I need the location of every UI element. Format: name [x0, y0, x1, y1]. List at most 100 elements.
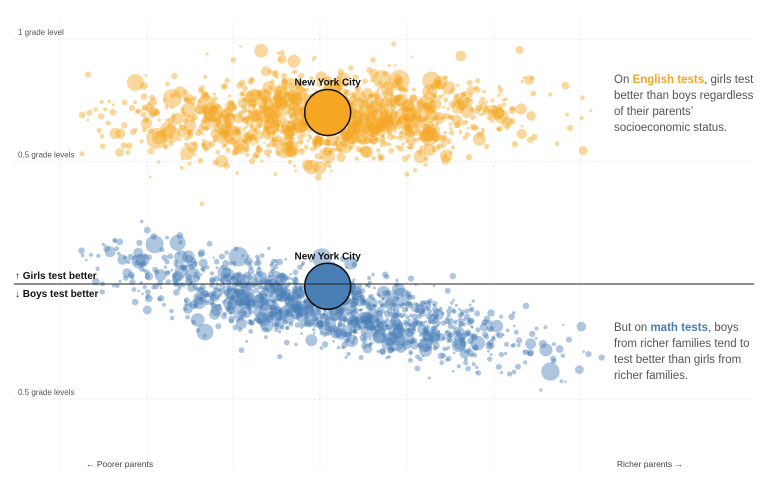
math-point — [257, 313, 271, 327]
math-point — [453, 330, 458, 335]
english-point — [394, 106, 414, 126]
math-point — [226, 305, 235, 315]
english-point — [141, 127, 147, 133]
math-point — [297, 289, 304, 295]
english-point — [261, 126, 276, 140]
english-point — [456, 98, 465, 106]
english-point — [147, 147, 155, 155]
english-point — [247, 136, 253, 143]
math-point — [369, 325, 376, 332]
math-point — [272, 305, 278, 311]
english-point — [484, 143, 490, 149]
math-point — [218, 293, 223, 297]
english-point — [412, 87, 417, 92]
math-point — [349, 310, 357, 317]
math-point — [239, 297, 243, 300]
math-point — [402, 313, 407, 317]
english-point — [413, 114, 417, 118]
english-point — [394, 96, 398, 99]
math-point — [486, 325, 493, 332]
math-point — [157, 280, 164, 287]
english-point — [274, 118, 277, 122]
english-point — [252, 109, 260, 117]
english-point — [203, 119, 207, 124]
math-point — [271, 284, 276, 289]
english-point — [146, 127, 168, 149]
english-point — [246, 128, 258, 140]
english-point — [379, 118, 395, 134]
math-point — [235, 299, 242, 306]
math-point — [241, 311, 248, 317]
english-point — [308, 135, 312, 139]
math-annotation: But on math tests, boys from richer fami… — [614, 322, 750, 382]
english-point — [262, 95, 267, 100]
english-point — [266, 113, 272, 119]
english-point — [281, 108, 285, 111]
math-point — [275, 287, 291, 303]
english-point — [478, 105, 482, 109]
english-point — [255, 155, 259, 158]
math-point — [233, 246, 239, 252]
math-point — [164, 259, 170, 265]
english-point — [160, 121, 176, 138]
math-point — [294, 342, 298, 347]
english-point — [224, 77, 230, 84]
math-point — [238, 303, 243, 308]
math-point — [387, 346, 394, 354]
math-point — [333, 324, 337, 328]
english-point — [407, 154, 411, 158]
english-point — [366, 117, 371, 122]
english-point — [363, 117, 384, 137]
math-point — [247, 306, 252, 311]
english-new-york-city-bubble[interactable] — [303, 88, 352, 137]
english-point — [358, 148, 362, 152]
english-point — [187, 129, 194, 136]
math-point — [261, 288, 266, 293]
english-point — [337, 136, 340, 140]
english-point — [238, 114, 242, 119]
english-point — [495, 127, 500, 131]
math-point — [267, 303, 271, 307]
english-point — [408, 143, 415, 150]
math-point — [410, 294, 416, 300]
math-point — [269, 284, 276, 291]
english-point — [148, 111, 156, 119]
math-point — [368, 319, 373, 324]
english-point — [263, 100, 268, 105]
english-point — [314, 137, 322, 144]
english-point — [146, 101, 152, 106]
english-point — [217, 126, 223, 132]
english-point — [304, 159, 319, 175]
math-point — [289, 296, 294, 301]
math-point — [446, 308, 452, 314]
english-point — [231, 104, 237, 111]
english-point — [464, 96, 471, 103]
english-point — [249, 110, 262, 122]
y-tick-label: 1 grade level — [18, 28, 64, 37]
math-point — [281, 307, 285, 310]
math-point — [431, 337, 436, 342]
english-point — [380, 119, 388, 127]
math-point — [265, 293, 269, 297]
english-point — [289, 92, 304, 107]
math-point — [236, 271, 242, 277]
math-point — [322, 312, 326, 316]
english-point — [498, 115, 502, 119]
english-point — [289, 124, 296, 131]
english-point — [362, 137, 367, 142]
math-point — [174, 263, 178, 268]
english-point — [402, 109, 406, 113]
math-point — [320, 316, 324, 320]
math-new-york-city-bubble[interactable] — [303, 262, 352, 311]
english-point — [301, 87, 307, 93]
english-point — [431, 93, 436, 97]
english-point — [280, 124, 285, 129]
english-point — [311, 135, 324, 148]
english-point — [417, 136, 422, 142]
english-point — [237, 126, 242, 131]
english-point — [208, 105, 218, 115]
math-point — [279, 305, 290, 317]
math-point — [232, 272, 246, 287]
english-point — [419, 145, 426, 151]
english-point — [369, 77, 375, 83]
